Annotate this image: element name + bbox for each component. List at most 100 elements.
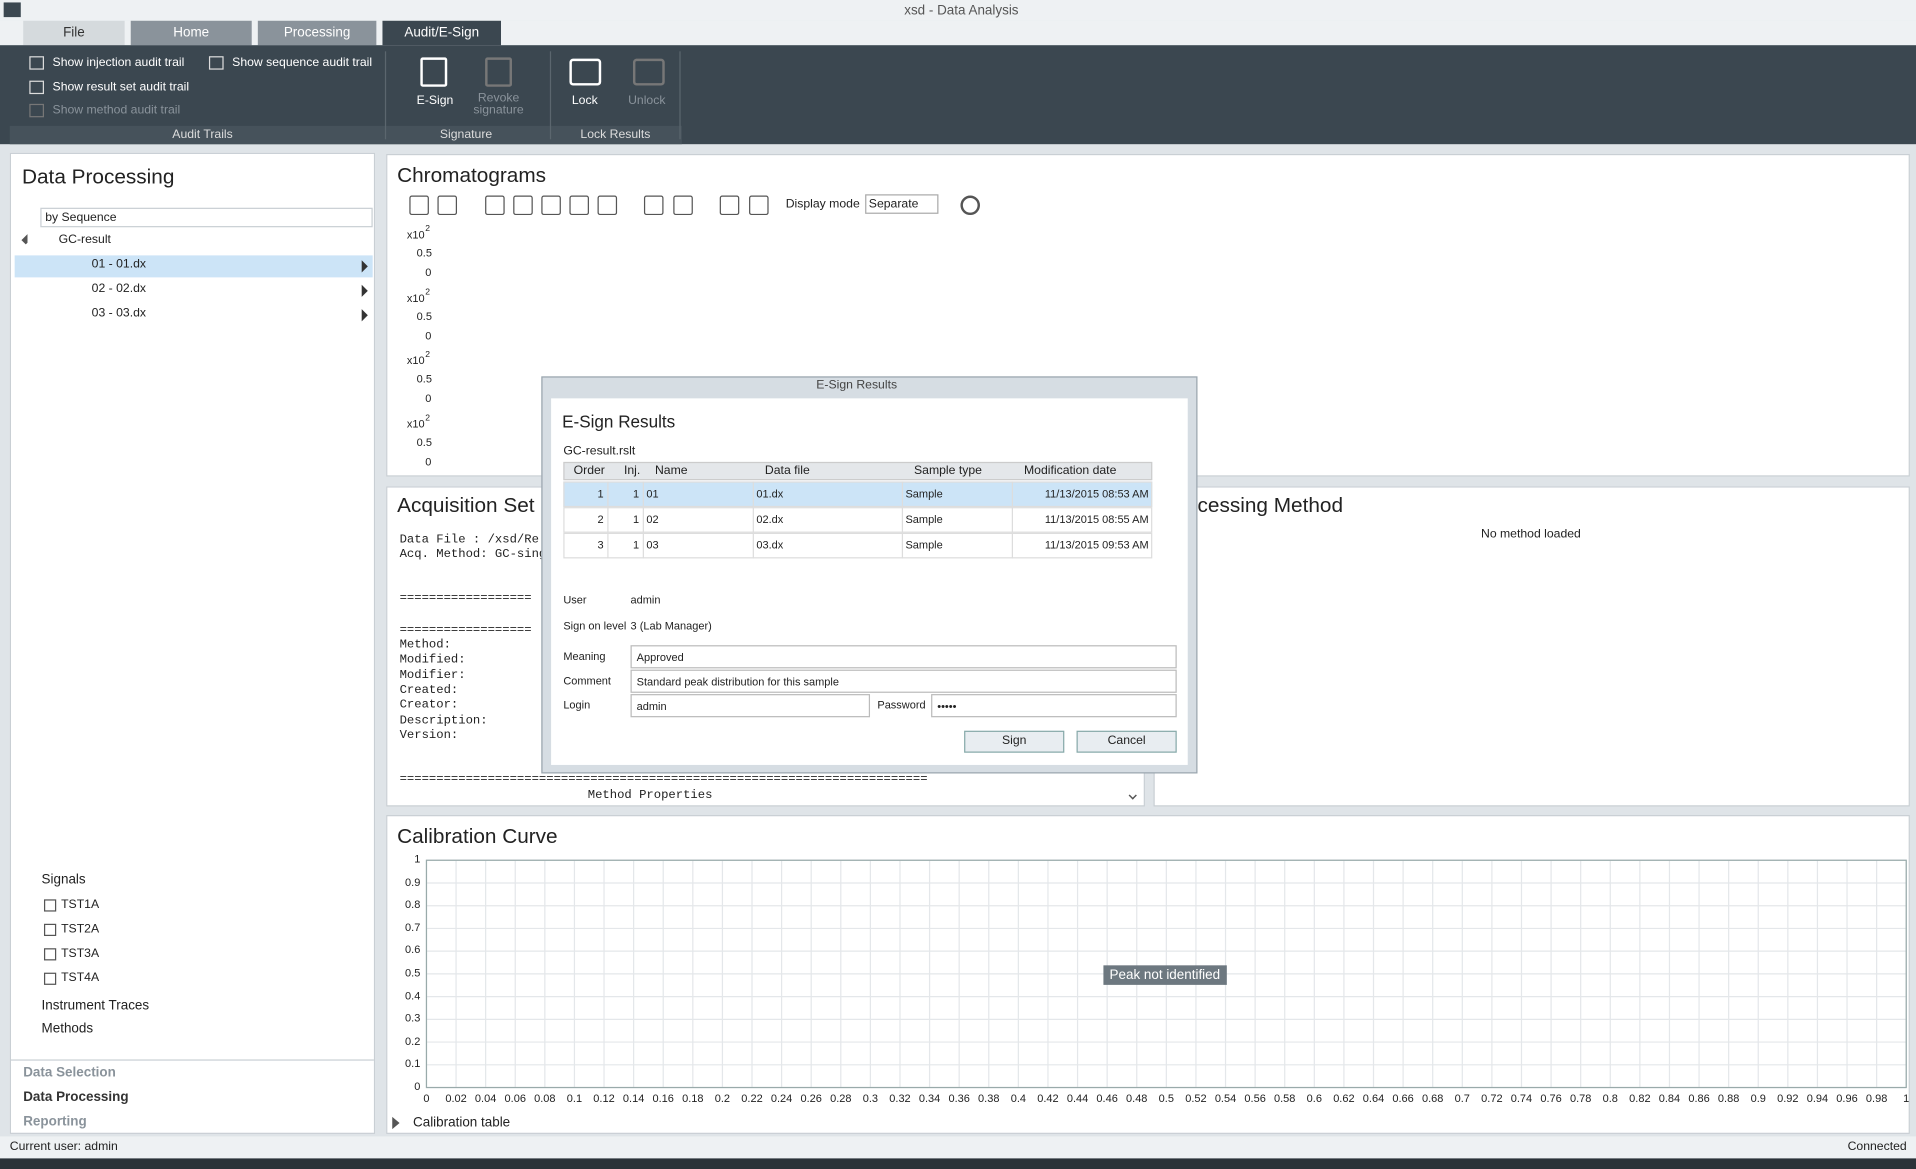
column-header[interactable]: Sample type <box>914 464 982 478</box>
column-header[interactable]: Name <box>654 464 688 478</box>
x-tick-label: 0.4 <box>1010 1092 1026 1105</box>
section-header[interactable]: Instrument Traces <box>41 998 150 1013</box>
toolbar-button[interactable] <box>673 195 693 216</box>
checkbox[interactable] <box>43 899 57 912</box>
toolbar-button[interactable] <box>643 195 664 216</box>
ribbon-button[interactable]: Show injection audit trail <box>52 56 185 70</box>
login-input[interactable]: admin <box>630 694 871 718</box>
column-header[interactable]: Modification date <box>1023 464 1117 478</box>
toolbar-button[interactable] <box>485 195 505 216</box>
nav-item[interactable]: Data Selection <box>23 1065 116 1081</box>
x-tick-label: 0.44 <box>1066 1092 1089 1105</box>
section-header[interactable]: Signals <box>41 872 86 888</box>
ribbon-button[interactable]: E-Sign <box>416 94 454 108</box>
tree-node[interactable]: 02 - 02.dx <box>91 282 147 296</box>
table-cell: Sample <box>905 513 943 526</box>
method-text: Data File : /xsd/Re <box>399 533 539 548</box>
table-cell: 03.dx <box>756 538 784 552</box>
x-tick-label: 0.76 <box>1540 1092 1562 1105</box>
toolbar-button[interactable] <box>437 195 458 216</box>
toolbar-button[interactable] <box>597 195 618 216</box>
dialog-button[interactable]: Cancel <box>1076 730 1177 753</box>
x-tick-label: 0.82 <box>1629 1092 1651 1105</box>
table-row[interactable] <box>563 481 1153 508</box>
toolbar-label: Display mode <box>785 197 860 212</box>
ribbon-group-bar <box>9 125 682 145</box>
cell-divider <box>642 507 644 533</box>
table-cell: 1 <box>632 538 640 552</box>
table-cell: 2 <box>597 513 604 526</box>
axis-label: 0 <box>425 455 432 469</box>
column-header[interactable]: Inj. <box>623 464 641 478</box>
empty-message: No method loaded <box>1480 527 1581 542</box>
ribbon-button: Unlock <box>628 94 666 108</box>
nav-item[interactable]: Data Processing <box>23 1089 129 1105</box>
ribbon-icon <box>208 56 224 70</box>
column-header[interactable]: Data file <box>764 464 810 478</box>
table-row[interactable] <box>563 532 1153 559</box>
toolbar-button[interactable] <box>749 195 769 216</box>
ribbon-tab[interactable]: Home <box>130 20 252 46</box>
checkbox[interactable] <box>43 972 57 985</box>
axis-label: x10 <box>406 354 425 367</box>
nav-item[interactable]: Reporting <box>23 1114 87 1130</box>
toolbar-button[interactable] <box>719 195 740 216</box>
x-tick-label: 0.34 <box>918 1092 941 1105</box>
table-cell: 01.dx <box>756 487 784 500</box>
dialog-heading: E-Sign Results <box>562 411 676 432</box>
toolbar-button[interactable] <box>569 195 589 216</box>
ribbon-icon <box>420 57 448 87</box>
group-separator <box>549 51 552 140</box>
field-label: User <box>563 593 587 607</box>
column-header[interactable]: Order <box>573 464 605 478</box>
y-tick-label: 0.7 <box>405 921 421 934</box>
toolbar-button[interactable] <box>513 195 533 216</box>
sort-dropdown[interactable]: by Sequence <box>40 207 373 228</box>
ribbon-button[interactable]: Show result set audit trail <box>52 80 190 95</box>
tree-node[interactable]: 03 - 03.dx <box>91 306 147 321</box>
dialog-close[interactable] <box>1176 381 1191 396</box>
ribbon-group-label: Signature <box>439 128 493 142</box>
x-tick-label: 0.22 <box>741 1092 763 1105</box>
password-input[interactable]: ••••• <box>931 694 1177 718</box>
tree-node[interactable]: 01 - 01.dx <box>91 257 147 272</box>
cell-divider <box>642 532 644 559</box>
ribbon-group-label: Lock Results <box>580 128 651 142</box>
group-separator <box>679 51 681 140</box>
tree-arrow <box>361 284 368 297</box>
display-mode-select[interactable]: Separate <box>865 194 939 214</box>
x-tick-label: 0.48 <box>1126 1092 1148 1105</box>
tree-node[interactable]: GC-result <box>58 233 111 247</box>
ribbon-tab[interactable]: Processing <box>257 20 377 46</box>
comment-input[interactable]: Standard peak distribution for this samp… <box>630 669 1177 693</box>
expander[interactable]: Calibration table <box>413 1115 511 1131</box>
table-row[interactable] <box>563 507 1153 533</box>
ribbon-tab[interactable]: File <box>23 20 125 46</box>
field-label: Password <box>877 698 926 712</box>
field-value: 3 (Lab Manager) <box>630 619 712 632</box>
x-tick-label: 0.6 <box>1306 1092 1322 1105</box>
toolbar-button[interactable] <box>541 195 561 216</box>
checkbox[interactable] <box>43 948 57 961</box>
checkbox[interactable] <box>43 923 57 937</box>
ribbon-button[interactable]: Show sequence audit trail <box>232 56 373 70</box>
method-text: ================== <box>399 592 532 607</box>
x-tick-label: 0.04 <box>474 1092 497 1105</box>
panel-title: Data Processing <box>21 164 175 189</box>
table-cell: 11/13/2015 09:53 AM <box>1044 538 1149 552</box>
y-tick-label: 0.8 <box>405 898 421 911</box>
method-text: Method Properties <box>587 789 713 803</box>
toolbar-button[interactable] <box>409 195 429 216</box>
settings-button[interactable] <box>960 195 980 216</box>
panel-title: cessing Method <box>1197 493 1344 517</box>
ribbon-button[interactable]: Lock <box>571 94 598 108</box>
x-tick-label: 0.5 <box>1158 1092 1174 1105</box>
meaning-select[interactable]: Approved <box>630 645 1177 669</box>
field-label: Login <box>563 698 591 712</box>
dialog-button[interactable]: Sign <box>964 730 1065 753</box>
ribbon-tab[interactable]: Audit/E-Sign <box>382 20 501 46</box>
title-bar <box>0 0 1916 21</box>
section-header[interactable]: Methods <box>41 1021 94 1037</box>
x-tick-label: 0.84 <box>1658 1092 1681 1105</box>
